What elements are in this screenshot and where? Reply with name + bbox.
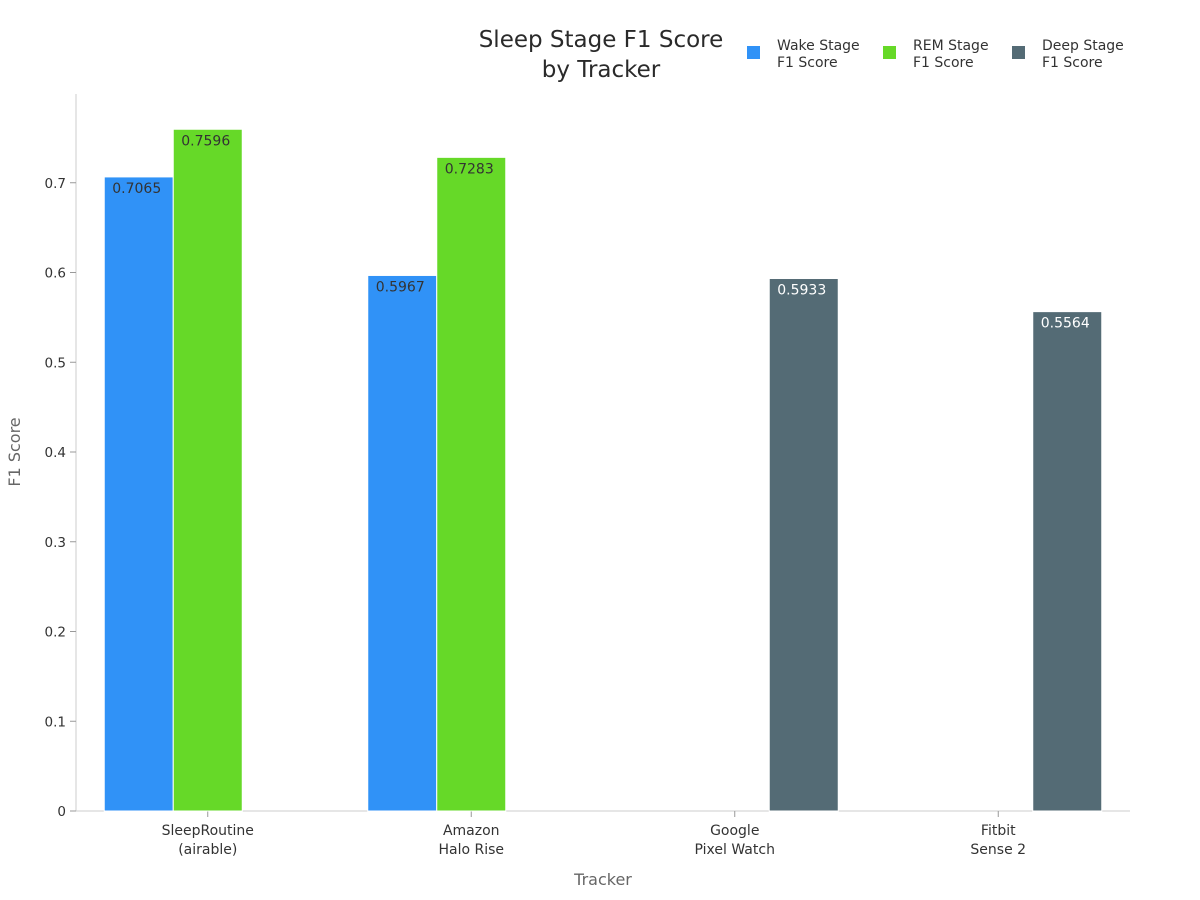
y-tick-label: 0.6 <box>45 266 66 282</box>
legend-label-rem-line-1: REM Stage <box>913 38 989 54</box>
plot-area: 0 0.1 0.2 0.3 0.4 0.5 0.6 0.7 SleepRoutine (airab… <box>45 94 1130 858</box>
bar-value-label: 0.5967 <box>376 279 425 295</box>
y-axis-title: F1 Score <box>5 417 24 486</box>
legend-label-rem-line-2: F1 Score <box>913 55 974 71</box>
bar <box>367 274 438 812</box>
x-tick-label: Sense 2 <box>970 842 1026 858</box>
x-tick-label: Amazon <box>443 823 500 839</box>
bar-value-label: 0.5933 <box>777 283 826 299</box>
bar <box>768 278 839 812</box>
legend-swatch-deep <box>1012 46 1025 59</box>
bar <box>103 176 174 812</box>
legend: Wake Stage F1 Score REM Stage F1 Score D… <box>747 38 1124 71</box>
bar-value-label: 0.5564 <box>1041 316 1090 332</box>
y-tick-label: 0.4 <box>45 445 66 461</box>
bar-value-label: 0.7283 <box>445 161 494 177</box>
legend-label-wake-line-2: F1 Score <box>777 55 838 71</box>
chart-title-line-2: by Tracker <box>542 57 661 83</box>
x-tick-label: (airable) <box>178 842 237 858</box>
bar <box>436 156 507 812</box>
y-tick-label: 0.2 <box>45 625 66 641</box>
bar-value-label: 0.7065 <box>112 181 161 197</box>
legend-swatch-wake <box>747 46 760 59</box>
bar-value-label: 0.7596 <box>181 133 230 149</box>
x-axis-title: Tracker <box>573 870 632 889</box>
bar <box>1032 311 1103 812</box>
x-tick-label: Google <box>710 823 759 839</box>
y-tick-label: 0.7 <box>45 176 66 192</box>
x-tick-label: Fitbit <box>981 823 1016 839</box>
y-tick-label: 0.1 <box>45 714 66 730</box>
x-tick-label: Pixel Watch <box>695 842 775 858</box>
y-tick-label: 0.5 <box>45 355 66 371</box>
legend-label-deep-line-2: F1 Score <box>1042 55 1103 71</box>
y-tick-label: 0.3 <box>45 535 66 551</box>
x-tick-label: SleepRoutine <box>162 823 254 839</box>
legend-label-deep-line-1: Deep Stage <box>1042 38 1124 54</box>
y-tick-label: 0 <box>57 804 66 820</box>
x-tick-label: Halo Rise <box>438 842 504 858</box>
legend-swatch-rem <box>883 46 896 59</box>
chart-title-line-1: Sleep Stage F1 Score <box>479 27 724 53</box>
legend-label-wake-line-1: Wake Stage <box>777 38 860 54</box>
bar <box>172 128 243 812</box>
